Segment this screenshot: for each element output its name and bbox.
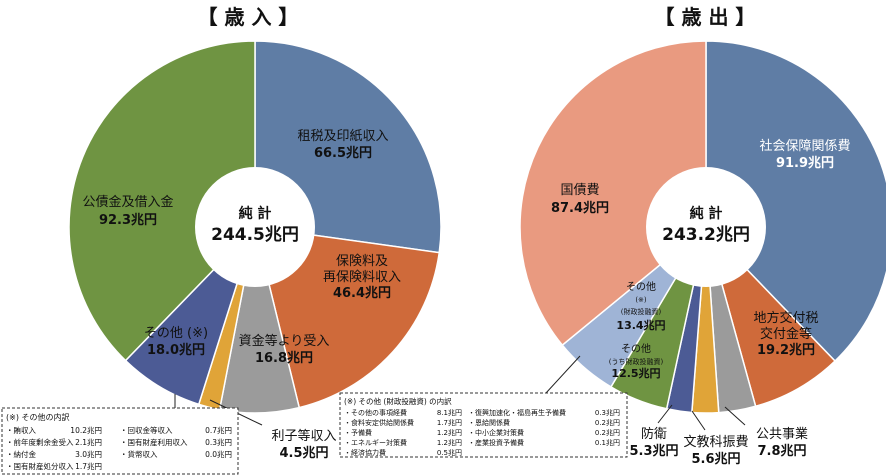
expenditure-value-defense: 5.3兆円 <box>629 443 678 459</box>
revenue-note-item: ・回収金等収入 <box>120 425 173 435</box>
expenditure-label-other-fiscal-3: (財政投融資) <box>621 307 662 316</box>
expenditure-note-item: ・中小企業対策費 <box>468 428 524 437</box>
expenditure-center-label: 純 計 <box>690 205 723 222</box>
revenue-label-insurance-2: 再保険料収入 <box>323 270 401 285</box>
revenue-value-insurance: 46.4兆円 <box>333 285 391 301</box>
expenditure-label-local-1: 地方交付税 <box>753 310 818 326</box>
revenue-label-insurance-1: 保険料及 <box>336 254 388 269</box>
revenue-note-value: 0.7兆円 <box>205 425 232 435</box>
expenditure-label-other-fiscal-1: その他 <box>626 280 656 293</box>
expenditure-note-item: ・予備費 <box>344 428 372 437</box>
revenue-note-item: ・貨幣収入 <box>120 449 158 459</box>
revenue-note-value: 3.0兆円 <box>75 449 102 459</box>
expenditure-label-debt: 国債費 <box>560 183 599 198</box>
expenditure-value-local: 19.2兆円 <box>757 342 815 358</box>
revenue-value-bonds: 92.3兆円 <box>99 212 157 228</box>
revenue-note-item: ・国有財産利用収入 <box>120 437 188 447</box>
expenditure-leader-public <box>724 406 746 426</box>
expenditure-note-item: ・その他の事項経費 <box>344 408 407 417</box>
revenue-note-item: ・納付金 <box>6 449 36 459</box>
expenditure-note-item: ・食料安定供給関係費 <box>344 418 414 427</box>
revenue-note-box <box>1 407 239 475</box>
expenditure-note-value: 1.2兆円 <box>437 428 462 437</box>
revenue-value-interest: 4.5兆円 <box>279 445 328 461</box>
expenditure-title: 【 歳 出 】 <box>655 5 756 29</box>
expenditure-leader-defense <box>657 404 673 424</box>
revenue-note-title: (※) その他の内訳 <box>6 412 70 422</box>
expenditure-label-other-general-2: (うち財政投融資) <box>609 357 664 366</box>
expenditure-value-other-fiscal: 13.4兆円 <box>616 318 665 332</box>
revenue-label-bonds: 公債金及借入金 <box>82 194 173 210</box>
expenditure-leader-other <box>545 355 581 394</box>
expenditure-note-item: ・エネルギー対策費 <box>344 438 407 447</box>
expenditure-label-education: 文教科振費 <box>683 434 748 450</box>
expenditure-note-value: 1.7兆円 <box>437 418 462 427</box>
revenue-slice-1 <box>254 226 441 409</box>
expenditure-note-item: ・産業投資予備費 <box>468 438 524 447</box>
revenue-note-value: 0.0兆円 <box>205 449 232 459</box>
expenditure-note-box <box>339 392 628 458</box>
expenditure-value-public: 7.8兆円 <box>757 443 806 459</box>
revenue-center-label: 純 計 <box>239 205 272 222</box>
expenditure-label-other-general-1: その他 <box>621 342 651 355</box>
expenditure-leader-education <box>691 410 706 431</box>
expenditure-label-local-2: 交付金等 <box>760 326 812 342</box>
revenue-value-funds: 16.8兆円 <box>255 350 313 366</box>
revenue-note-item: ・賄収入 <box>6 425 36 435</box>
expenditure-note-value: 0.3兆円 <box>595 408 620 417</box>
expenditure-note-value: 0.2兆円 <box>595 418 620 427</box>
expenditure-note-value: 0.2兆円 <box>595 428 620 437</box>
revenue-label-tax: 租税及印紙収入 <box>297 129 388 144</box>
expenditure-note-value: 0.1兆円 <box>595 438 620 447</box>
revenue-label-interest: 利子等収入 <box>271 428 336 444</box>
expenditure-note-item: ・復興加速化・福島再生予備費 <box>468 408 566 417</box>
expenditure-center-value: 243.2兆円 <box>662 225 750 245</box>
revenue-slice-5 <box>68 40 256 362</box>
revenue-value-tax: 66.5兆円 <box>314 145 372 161</box>
revenue-note-item: ・前年度剰余金受入 <box>6 437 74 447</box>
revenue-center-value: 244.5兆円 <box>211 225 299 245</box>
revenue-note-value: 10.2兆円 <box>70 425 102 435</box>
expenditure-value-social: 91.9兆円 <box>776 155 834 171</box>
expenditure-note-item: ・恩給関係費 <box>468 418 510 427</box>
expenditure-slice-0 <box>705 40 886 363</box>
expenditure-slice-7 <box>519 40 707 347</box>
expenditure-label-defense: 防衛 <box>641 426 667 442</box>
revenue-note-item: ・国有財産処分収入 <box>6 461 74 471</box>
expenditure-note-value: 0.5兆円 <box>437 448 462 457</box>
expenditure-label-social: 社会保障関係費 <box>759 138 850 154</box>
expenditure-center-hole <box>646 167 766 287</box>
revenue-value-other: 18.0兆円 <box>147 342 205 358</box>
expenditure-value-debt: 87.4兆円 <box>551 200 609 216</box>
expenditure-label-public: 公共事業 <box>756 426 808 442</box>
revenue-center-hole <box>195 167 315 287</box>
expenditure-value-other-general: 12.5兆円 <box>611 366 660 380</box>
expenditure-note-value: 8.1兆円 <box>437 408 462 417</box>
expenditure-value-education: 5.6兆円 <box>691 451 740 467</box>
revenue-label-other: その他 (※) <box>144 326 208 341</box>
revenue-title: 【 歳 入 】 <box>198 5 299 29</box>
expenditure-note-value: 1.2兆円 <box>437 438 462 447</box>
revenue-note-value: 0.3兆円 <box>205 437 232 447</box>
revenue-label-funds: 資金等より受入 <box>239 333 330 349</box>
revenue-note-value: 2.1兆円 <box>75 437 102 447</box>
expenditure-note-title: (※) その他 (財政投融資) の内訳 <box>344 396 452 406</box>
expenditure-note-item: ・経済協力費 <box>344 448 386 457</box>
revenue-note-value: 1.7兆円 <box>75 461 102 471</box>
expenditure-label-other-fiscal-2: (※) <box>635 296 647 304</box>
